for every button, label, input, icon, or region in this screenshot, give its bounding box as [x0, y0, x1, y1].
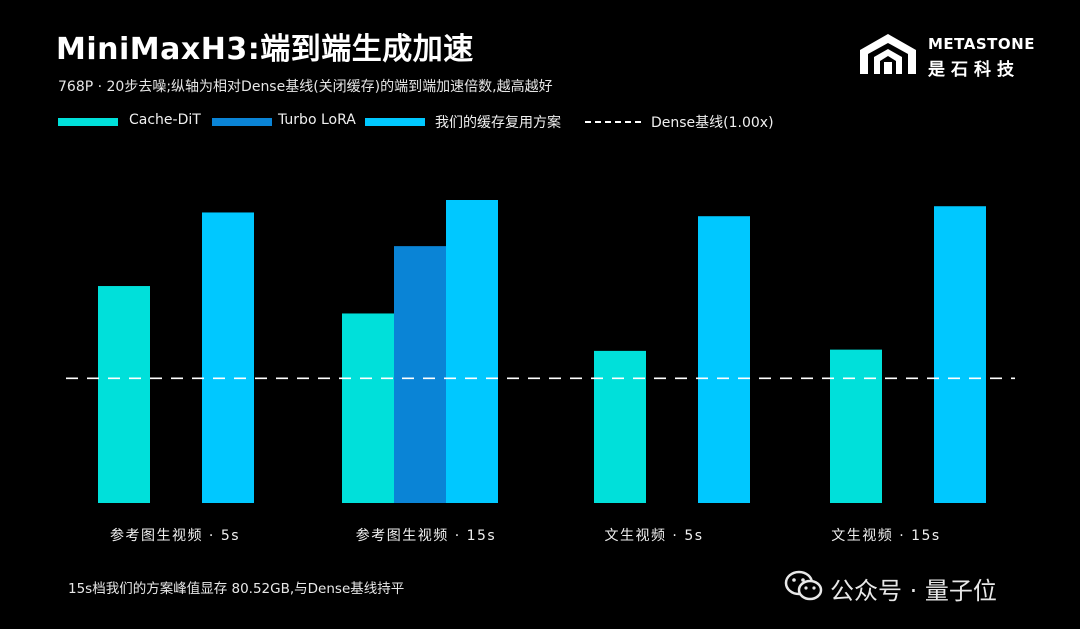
bar-cache-dit-cat-2	[594, 350, 646, 503]
legend-label-cache-dit: Cache-DiT	[129, 112, 201, 128]
legend-swatch-turbo-lora	[212, 118, 272, 126]
legend-swatch-ours	[365, 118, 425, 126]
bar-我们的缓存复用方案-cat-0	[202, 212, 254, 503]
bar-chart: 参考图生视频 · 5s 参考图生视频 · 15s 文生视频 · 5s 文生视频 · 1…	[66, 200, 1015, 544]
chart-legend: Cache-DiT Turbo LoRA 我们的缓存复用方案 Dense基线(1…	[58, 110, 818, 132]
logo-chinese-name: 是石科技	[928, 60, 1020, 80]
footnote: 15s档我们的方案峰值显存 80.52GB,与Dense基线持平	[68, 581, 405, 597]
chart-subtitle: 768P · 20步去噪;纵轴为相对Dense基线(关闭缓存)的端到端加速倍数,…	[58, 79, 553, 95]
watermark: 公众号 · 量子位	[784, 568, 1064, 605]
bar-我们的缓存复用方案-cat-1	[446, 200, 498, 503]
x-tick-label-1: 参考图生视频 · 15s	[356, 527, 496, 544]
legend-swatch-baseline	[585, 121, 641, 123]
chart-title: MiniMaxH3:端到端生成加速	[56, 32, 474, 67]
x-tick-label-2: 文生视频 · 5s	[604, 528, 703, 544]
x-tick-label-0: 参考图生视频 · 5s	[110, 527, 240, 544]
wechat-icon	[784, 570, 823, 601]
bar-turbo-lora-cat-1	[394, 246, 446, 503]
legend-label-baseline: Dense基线(1.00x)	[651, 115, 774, 131]
bar-cache-dit-cat-1	[342, 313, 394, 503]
metastone-logo-icon	[860, 34, 916, 74]
logo-english-name: METASTONE	[928, 35, 1035, 53]
bar-我们的缓存复用方案-cat-2	[698, 216, 750, 503]
company-logo: METASTONE 是石科技	[858, 32, 1038, 80]
legend-label-turbo-lora: Turbo LoRA	[278, 112, 356, 128]
bar-cache-dit-cat-3	[830, 349, 882, 503]
x-tick-label-3: 文生视频 · 15s	[831, 528, 940, 544]
legend-swatch-cache-dit	[58, 118, 118, 126]
bar-cache-dit-cat-0	[98, 286, 150, 503]
watermark-text: 公众号 · 量子位	[830, 577, 997, 605]
bar-我们的缓存复用方案-cat-3	[934, 206, 986, 503]
legend-label-ours: 我们的缓存复用方案	[435, 115, 561, 131]
